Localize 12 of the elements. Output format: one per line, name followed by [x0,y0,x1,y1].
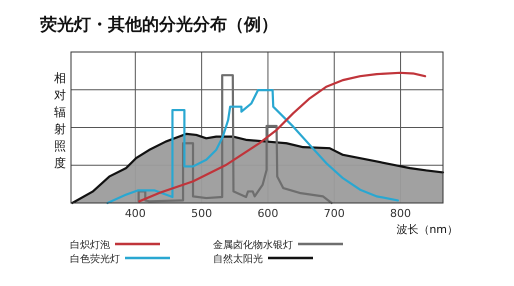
legend-label: 金属卤化物水银灯 [213,239,293,251]
x-axis-title: 波长（nm） [396,223,458,236]
chart-title: 荧光灯・其他的分光分布（例） [39,15,278,35]
legend-label: 白色荧光灯 [70,253,120,265]
x-tick-label: 500 [191,207,212,220]
legend-label: 白炽灯泡 [70,239,110,251]
x-tick-label: 600 [257,207,278,220]
legend-label: 自然太阳光 [213,253,263,265]
x-tick-label: 400 [124,207,146,220]
y-axis-title: 相对辐射照度 [54,71,66,170]
x-tick-label: 700 [324,207,345,220]
x-tick-label: 800 [390,207,412,220]
